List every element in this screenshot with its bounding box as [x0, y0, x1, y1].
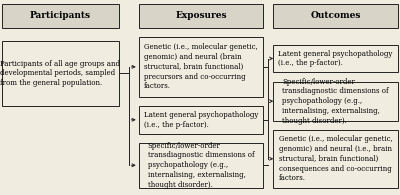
Text: Genetic (i.e., molecular genetic,
genomic) and neural (brain
structural, brain f: Genetic (i.e., molecular genetic, genomi…: [144, 43, 258, 90]
Text: Participants: Participants: [30, 11, 91, 20]
Text: Outcomes: Outcomes: [310, 11, 361, 20]
Bar: [139, 37, 263, 97]
Text: Genetic (i.e., molecular genetic,
genomic) and neural (i.e., brain
structural, b: Genetic (i.e., molecular genetic, genomi…: [279, 135, 393, 182]
Bar: [2, 41, 118, 106]
Bar: [139, 4, 263, 28]
Bar: [273, 82, 398, 121]
Text: Exposures: Exposures: [175, 11, 227, 20]
Bar: [273, 130, 398, 188]
Text: Specific/lower-order
transdiagnostic dimensions of
psychopathology (e.g.,
intern: Specific/lower-order transdiagnostic dim…: [148, 142, 254, 189]
Bar: [273, 4, 398, 28]
Bar: [273, 45, 398, 72]
Bar: [139, 143, 263, 188]
Text: Specific/lower-order
transdiagnostic dimensions of
psychopathology (e.g.,
intern: Specific/lower-order transdiagnostic dim…: [282, 78, 389, 125]
Bar: [139, 106, 263, 134]
Bar: [2, 4, 118, 28]
Text: Latent general psychopathology
(i.e., the p-factor).: Latent general psychopathology (i.e., th…: [144, 111, 258, 129]
Text: Latent general psychopathology
(i.e., the p-factor).: Latent general psychopathology (i.e., th…: [278, 50, 393, 67]
Text: Participants of all age groups and
developmental periods, sampled
from the gener: Participants of all age groups and devel…: [0, 59, 120, 87]
